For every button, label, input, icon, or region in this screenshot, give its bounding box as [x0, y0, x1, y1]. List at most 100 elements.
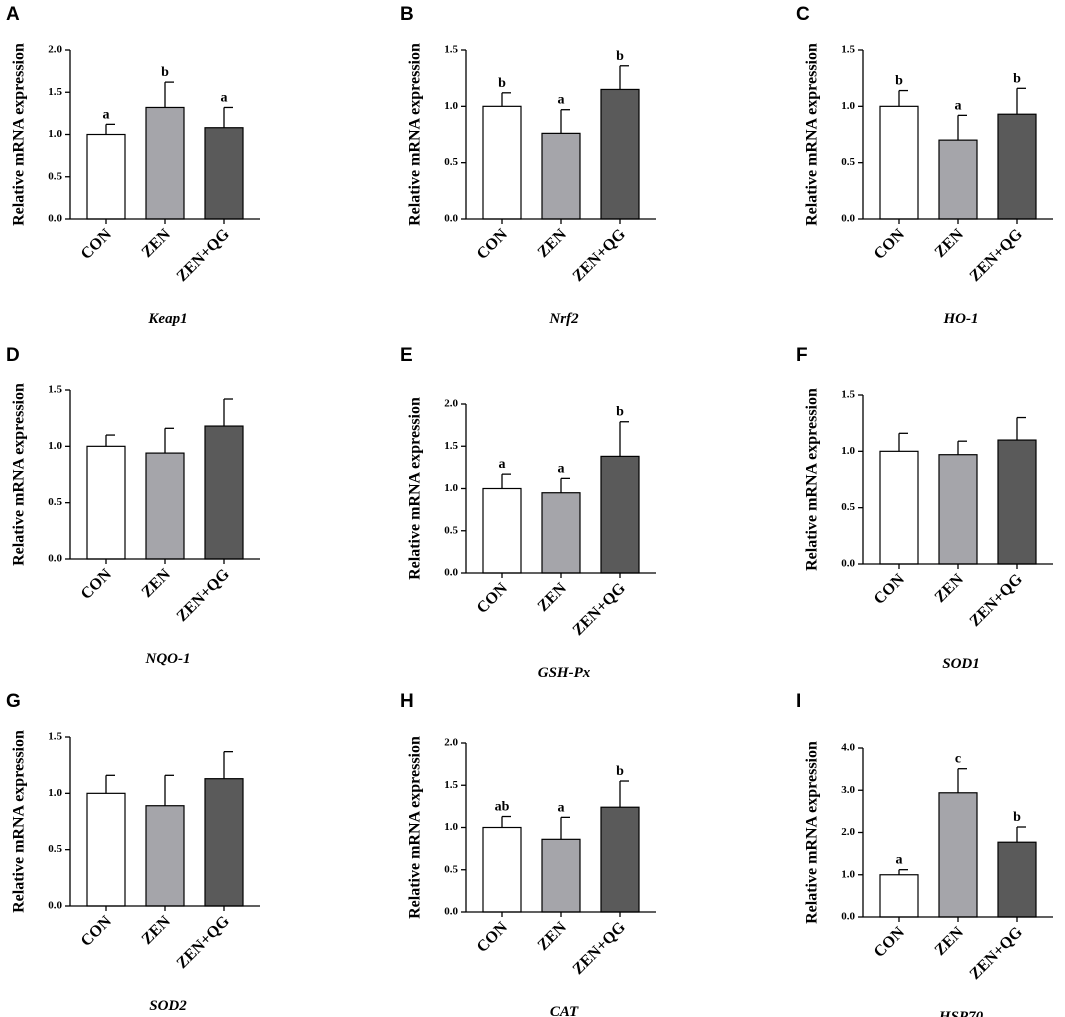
x-tick-label: ZEN	[535, 225, 571, 261]
bar-zen-qg	[997, 113, 1037, 220]
y-axis-label: Relative mRNA expression	[11, 43, 28, 226]
bar-zen	[938, 792, 978, 918]
x-tick-label: ZEN+QG	[173, 225, 233, 285]
chart-panel-C: C Relative mRNA expression b CON a ZEN b ZEN+QG…	[796, 4, 1053, 327]
y-tick-label: 1.5	[841, 389, 855, 401]
y-tick-label: 0.5	[48, 170, 62, 182]
bar-con	[879, 450, 919, 565]
gene-name: Nrf2	[548, 311, 579, 327]
gene-name: SOD1	[942, 656, 980, 672]
bar-con	[879, 874, 919, 918]
bar-con	[482, 826, 522, 913]
significance-label: b	[616, 405, 624, 420]
y-tick-label: 1.0	[444, 482, 458, 494]
y-axis-label: Relative mRNA expression	[407, 736, 424, 919]
chart-panel-H: H Relative mRNA expression ab CON a ZEN b ZEN+Q…	[400, 691, 656, 1017]
y-tick-label: 2.0	[48, 44, 62, 56]
significance-label: b	[161, 65, 169, 80]
y-tick-label: 0.5	[444, 156, 458, 168]
panel-letter: F	[796, 345, 808, 366]
bar-con	[86, 445, 126, 560]
y-axis-label: Relative mRNA expression	[407, 397, 424, 580]
bar-zen	[541, 132, 581, 220]
x-tick-label: ZEN+QG	[966, 225, 1026, 285]
y-tick-label: 1.5	[48, 731, 62, 743]
bar-zen	[938, 139, 978, 220]
y-tick-label: 3.0	[841, 784, 855, 796]
x-tick-label: ZEN	[932, 225, 968, 261]
x-tick-label: ZEN	[535, 579, 571, 615]
panel-letter: H	[400, 691, 414, 712]
x-tick-label: CON	[78, 565, 115, 602]
y-tick-label: 0.5	[841, 501, 855, 513]
bar-zen-qg	[204, 127, 244, 220]
x-tick-label: CON	[871, 923, 908, 960]
bar-con	[482, 105, 522, 220]
panel-letter: D	[6, 345, 20, 366]
y-axis-label: Relative mRNA expression	[804, 388, 821, 571]
y-tick-label: 0.0	[444, 906, 458, 918]
y-tick-label: 0.0	[444, 567, 458, 579]
x-tick-label: CON	[871, 570, 908, 607]
significance-label: b	[616, 764, 624, 779]
y-tick-label: 0.0	[48, 900, 62, 912]
x-tick-label: CON	[871, 225, 908, 262]
y-tick-label: 0.0	[841, 911, 855, 923]
y-tick-label: 1.0	[48, 128, 62, 140]
panel-letter: G	[6, 691, 21, 712]
gene-name: HO-1	[943, 311, 979, 327]
bar-zen-qg	[204, 425, 244, 560]
y-axis-label: Relative mRNA expression	[407, 43, 424, 226]
bar-con	[482, 487, 522, 574]
x-tick-label: ZEN+QG	[569, 225, 629, 285]
y-tick-label: 1.5	[444, 44, 458, 56]
gene-name: Keap1	[147, 311, 187, 327]
panel-letter: B	[400, 4, 414, 25]
y-axis-label: Relative mRNA expression	[11, 383, 28, 566]
x-tick-label: CON	[474, 579, 511, 616]
y-tick-label: 2.0	[841, 826, 855, 838]
chart-panel-E: E Relative mRNA expression a CON a ZEN b ZEN+QG…	[400, 345, 656, 681]
x-tick-label: ZEN+QG	[173, 912, 233, 972]
bar-con	[86, 133, 126, 220]
y-tick-label: 4.0	[841, 742, 855, 754]
y-tick-label: 0.0	[841, 558, 855, 570]
bar-zen-qg	[997, 439, 1037, 565]
y-axis-label: Relative mRNA expression	[11, 730, 28, 913]
x-tick-label: CON	[474, 225, 511, 262]
significance-label: b	[1013, 71, 1021, 86]
significance-label: b	[498, 76, 506, 91]
y-tick-label: 0.5	[48, 843, 62, 855]
bar-zen	[145, 452, 185, 560]
y-tick-label: 2.0	[444, 398, 458, 410]
panel-letter: E	[400, 345, 413, 366]
panel-letter: C	[796, 4, 810, 25]
gene-name: NQO-1	[145, 651, 191, 667]
significance-label: a	[103, 107, 110, 122]
y-tick-label: 1.5	[48, 86, 62, 98]
bar-zen-qg	[600, 455, 640, 574]
x-tick-label: CON	[78, 225, 115, 262]
bar-zen	[541, 838, 581, 913]
significance-label: b	[616, 49, 624, 64]
y-tick-label: 1.5	[444, 779, 458, 791]
x-tick-label: ZEN+QG	[569, 579, 629, 639]
y-tick-label: 1.0	[48, 440, 62, 452]
x-tick-label: ZEN	[535, 918, 571, 954]
y-axis-label: Relative mRNA expression	[804, 741, 821, 924]
x-tick-label: CON	[474, 918, 511, 955]
chart-panel-D: D Relative mRNA expression CON ZEN ZEN+QG 0.0…	[6, 345, 260, 667]
y-tick-label: 0.5	[444, 524, 458, 536]
x-tick-label: ZEN	[139, 912, 175, 948]
chart-panel-G: G Relative mRNA expression CON ZEN ZEN+QG 0.0…	[6, 691, 260, 1014]
y-tick-label: 2.0	[444, 737, 458, 749]
significance-label: c	[955, 752, 961, 767]
y-tick-label: 1.0	[444, 821, 458, 833]
y-tick-label: 0.0	[48, 213, 62, 225]
gene-name: GSH-Px	[538, 665, 591, 681]
bar-zen-qg	[600, 806, 640, 913]
x-tick-label: ZEN+QG	[569, 918, 629, 978]
chart-panel-A: A Relative mRNA expression a CON b ZEN a ZEN+QG…	[6, 4, 260, 327]
y-tick-label: 1.0	[841, 868, 855, 880]
